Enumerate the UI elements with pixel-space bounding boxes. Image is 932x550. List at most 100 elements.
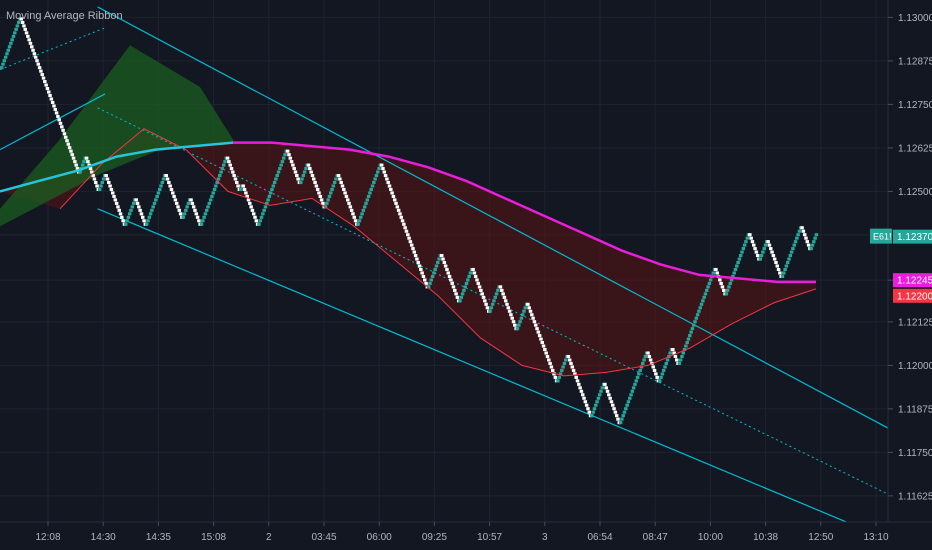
brick-up (809, 247, 813, 251)
brick-up (466, 278, 470, 282)
brick-down (671, 348, 675, 352)
brick-down (338, 177, 342, 181)
ma-slow-line-bear (233, 141, 816, 284)
brick-up (741, 247, 746, 251)
brick-down (406, 233, 410, 237)
brick-down (113, 198, 118, 202)
brick-down (774, 261, 778, 265)
brick-down (135, 201, 140, 205)
time-tick-label: 03:45 (311, 532, 336, 543)
brick-down (420, 271, 424, 275)
brick-down (44, 83, 48, 87)
brick-up (329, 191, 333, 195)
price-tick-label: 1.11750 (898, 448, 932, 459)
brick-down (552, 372, 556, 376)
brick-down (419, 267, 423, 272)
brick-down (235, 180, 239, 185)
brick-up (5, 52, 9, 56)
brick-up (182, 212, 187, 216)
channel-mid-line (97, 107, 889, 495)
brick-down (772, 257, 777, 261)
current-price-tag-bg (870, 228, 892, 244)
brick-down (45, 87, 50, 91)
indicator-title[interactable]: Moving Average Ribbon (6, 10, 123, 22)
brick-down (395, 205, 400, 209)
brick-up (334, 177, 338, 181)
brick-down (177, 208, 182, 212)
time-axis[interactable]: 12:08 14:30 14:35 15:08 2 03:45 06:00 09:25 10:5… (0, 521, 932, 550)
time-tick-label: 2 (266, 532, 272, 543)
brick-up (326, 198, 330, 202)
brick-up (220, 167, 225, 171)
brick-up (468, 271, 473, 275)
brick-down (778, 271, 782, 275)
brick-up (204, 208, 209, 212)
brick-down (386, 180, 390, 185)
brick-up (146, 219, 150, 223)
brick-down (770, 250, 774, 254)
brick-up (359, 215, 363, 219)
brick-down (233, 177, 238, 181)
channel-upper-left-line (0, 93, 106, 151)
brick-down (32, 52, 37, 56)
brick-up (331, 184, 336, 188)
brick-down (312, 177, 316, 181)
brick-up (161, 177, 166, 181)
time-tick-label: 12:08 (35, 532, 60, 543)
brick-down (190, 201, 195, 205)
brick-down (503, 299, 508, 303)
brick-up (701, 299, 705, 303)
brick-up (761, 250, 765, 254)
brick-down (118, 212, 123, 216)
brick-down (315, 187, 320, 191)
brick-down (801, 229, 806, 233)
brick-up (631, 386, 636, 390)
brick-up (627, 396, 632, 400)
brick-up (261, 212, 265, 216)
brick-down (415, 257, 419, 261)
brick-up (699, 302, 704, 306)
brick-up (185, 205, 189, 209)
brick-down (291, 163, 295, 167)
brick-up (356, 222, 360, 226)
time-tick-label: 06:54 (587, 532, 612, 543)
brick-up (325, 201, 329, 205)
brick-up (556, 379, 560, 383)
brick-down (47, 90, 51, 94)
current-price-badge-bg (893, 229, 932, 244)
brick-down (340, 184, 345, 188)
brick-up (620, 417, 624, 421)
brick-down (70, 153, 74, 157)
brick-up (782, 271, 786, 275)
brick-up (643, 354, 648, 359)
brick-down (776, 267, 781, 272)
brick-down (20, 20, 25, 24)
brick-down (387, 184, 392, 188)
brick-up (665, 358, 670, 362)
brick-down (612, 407, 616, 411)
brick-down (548, 361, 552, 365)
brick-down (413, 254, 418, 258)
brick-down (94, 180, 98, 185)
brick-up (263, 205, 268, 209)
brick-up (302, 170, 307, 174)
brick-up (793, 240, 798, 244)
brick-up (181, 215, 185, 219)
brick-down (344, 194, 349, 198)
price-tick-label: 1.12500 (898, 187, 932, 198)
brick-up (600, 386, 605, 390)
time-tick-label: 14:30 (91, 532, 116, 543)
brick-down (540, 341, 544, 345)
brick-up (810, 243, 815, 247)
brick-down (498, 285, 503, 289)
brick-down (535, 327, 539, 331)
brick-down (138, 208, 142, 212)
brick-up (630, 389, 635, 393)
time-tick-label: 10:00 (698, 532, 723, 543)
brick-down (288, 156, 293, 160)
brick-down (421, 274, 426, 278)
brick-down (550, 368, 555, 372)
brick-down (345, 198, 350, 202)
brick-up (434, 264, 439, 268)
